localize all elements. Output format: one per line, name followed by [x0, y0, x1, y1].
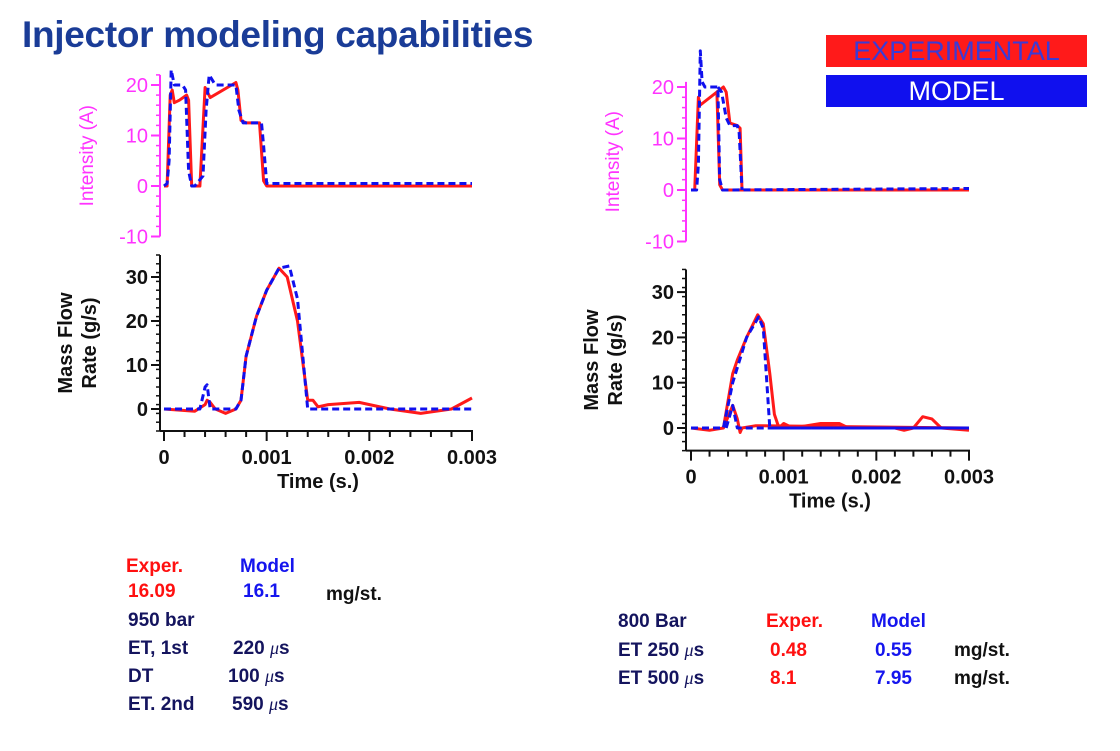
dt-value: 100 μs [228, 666, 285, 687]
x-tick-label: 0.002 [851, 467, 901, 489]
row1-model: 0.55 [875, 640, 912, 661]
y-tick-label: 20 [126, 75, 148, 97]
dt-label: DT [128, 666, 154, 687]
model-label: Model [240, 556, 295, 577]
y-tick-label: 30 [126, 267, 148, 289]
y-tick-label: 10 [126, 355, 148, 377]
row2-label: ET 500 μs [618, 668, 705, 689]
y-axis-label: Mass Flow [55, 292, 77, 394]
y-axis-label: Mass Flow [581, 309, 603, 411]
model-value: 16.1 [243, 581, 280, 602]
y-tick-label: 30 [652, 282, 674, 304]
y-axis-label: Intensity (A) [77, 105, 98, 206]
row2-exper: 8.1 [770, 668, 797, 689]
et2-label: ET. 2nd [128, 694, 195, 715]
chart-3: -10 0 10 20 Intensity (A) [603, 49, 970, 254]
y-tick-label: -10 [645, 232, 674, 254]
chart-1: -10 0 10 20 Intensity (A) [77, 68, 472, 249]
y-tick-label: 0 [137, 399, 148, 421]
y-tick-label: 10 [652, 373, 674, 395]
series-model-line [164, 264, 472, 411]
x-tick-label: 0.001 [242, 447, 292, 469]
series-model-line [724, 403, 969, 430]
row1-exper: 0.48 [770, 640, 807, 661]
chart-4: 0 10 20 30 Mass Flow Rate (g/s) 0 0.001 0.002 0.0… [581, 268, 994, 513]
x-tick-label: 0 [158, 447, 169, 469]
x-tick-label: 0.001 [759, 467, 809, 489]
y-tick-label: 20 [126, 311, 148, 333]
y-axis-label: Rate (g/s) [79, 297, 101, 388]
y-tick-label: 0 [663, 180, 674, 202]
series-model-line [691, 49, 970, 192]
x-tick-label: 0 [685, 467, 696, 489]
series-experimental-line [163, 266, 473, 415]
et1-label: ET, 1st [128, 638, 189, 659]
y-tick-label: 0 [663, 418, 674, 440]
series-model-line [716, 86, 744, 191]
series-experimental-line [715, 85, 969, 192]
y-tick-label: 10 [652, 129, 674, 151]
unit: mg/st. [326, 584, 382, 605]
right-exper-label: Exper. [766, 611, 824, 632]
et2-value: 590 μs [232, 694, 289, 715]
row2-unit: mg/st. [954, 668, 1010, 689]
right-model-label: Model [871, 611, 926, 632]
x-axis-label: Time (s.) [277, 471, 359, 493]
row1-label: ET 250 μs [618, 640, 705, 661]
chart-2: 0 10 20 30 Mass Flow Rate (g/s) 0 0.001 0.002 0.0… [55, 254, 497, 493]
pressure: 950 bar [128, 610, 195, 631]
y-tick-label: 10 [126, 126, 148, 148]
y-tick-label: 20 [652, 77, 674, 99]
y-tick-label: 0 [137, 176, 148, 198]
y-tick-label: 20 [652, 327, 674, 349]
x-axis-label: Time (s.) [789, 491, 871, 513]
x-tick-label: 0.003 [944, 467, 994, 489]
legend-experimental: EXPERIMENTAL [826, 35, 1087, 67]
y-axis-label: Intensity (A) [603, 111, 624, 212]
x-tick-label: 0.003 [447, 447, 497, 469]
exper-label: Exper. [126, 556, 184, 577]
right-pressure: 800 Bar [618, 611, 687, 632]
row1-unit: mg/st. [954, 640, 1010, 661]
row2-model: 7.95 [875, 668, 912, 689]
series-model-line [691, 315, 969, 430]
series-experimental-line [690, 313, 970, 432]
series-model-line [163, 68, 472, 188]
series-experimental-line [164, 81, 472, 188]
legend-model: MODEL [826, 75, 1087, 107]
y-axis-label: Rate (g/s) [605, 314, 627, 405]
page-title: Injector modeling capabilities [22, 14, 534, 55]
x-tick-label: 0.002 [344, 447, 394, 469]
series-experimental-line [691, 90, 969, 192]
et1-value: 220 μs [233, 638, 290, 659]
y-tick-label: -10 [119, 227, 148, 249]
exper-value: 16.09 [128, 581, 176, 602]
